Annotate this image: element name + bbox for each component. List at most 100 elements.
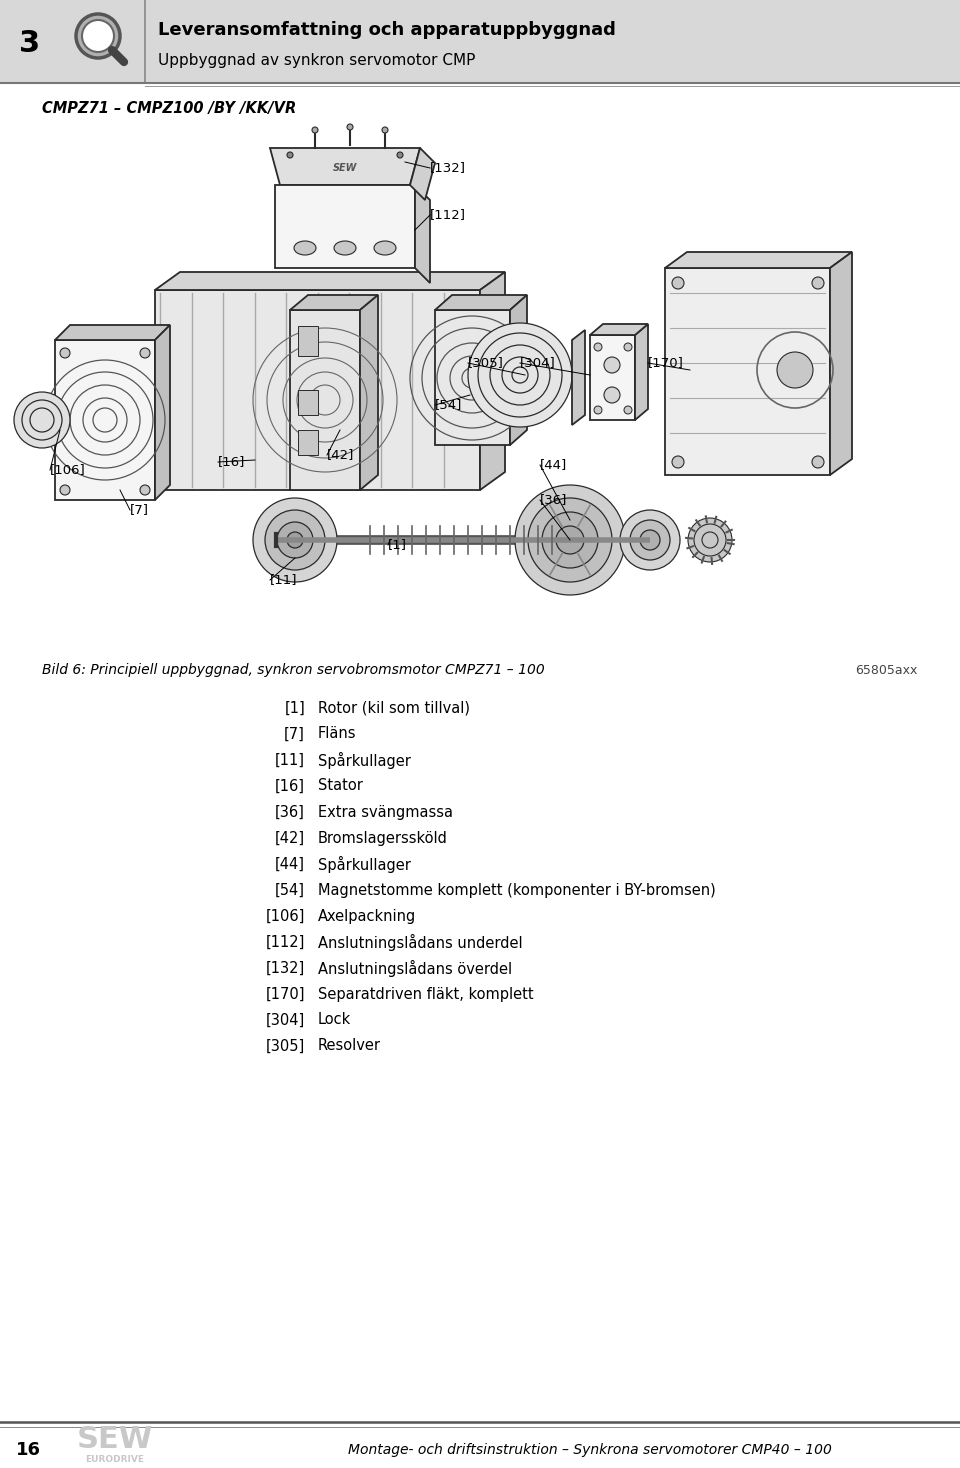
Circle shape [76, 15, 120, 59]
Text: [132]: [132] [266, 960, 305, 976]
Polygon shape [270, 148, 420, 185]
Polygon shape [410, 148, 435, 200]
Ellipse shape [374, 241, 396, 255]
Text: Lock: Lock [318, 1013, 351, 1028]
Circle shape [812, 457, 824, 468]
Polygon shape [510, 295, 527, 445]
Polygon shape [360, 295, 378, 490]
Circle shape [60, 484, 70, 495]
Circle shape [287, 531, 303, 548]
Circle shape [82, 21, 114, 51]
Polygon shape [830, 252, 852, 476]
Circle shape [312, 128, 318, 134]
Text: [132]: [132] [430, 161, 466, 175]
Circle shape [382, 128, 388, 134]
Circle shape [672, 277, 684, 289]
Circle shape [694, 524, 726, 556]
Circle shape [468, 323, 572, 427]
Text: [304]: [304] [520, 357, 556, 370]
Text: [44]: [44] [540, 458, 567, 471]
Circle shape [515, 484, 625, 595]
Text: Bild 6: Principiell uppbyggnad, synkron servobromsmotor CMPZ71 – 100: Bild 6: Principiell uppbyggnad, synkron … [42, 664, 544, 677]
Circle shape [620, 509, 680, 570]
Text: Axelpackning: Axelpackning [318, 909, 417, 923]
Polygon shape [665, 269, 830, 476]
Circle shape [277, 523, 313, 558]
Text: Resolver: Resolver [318, 1038, 381, 1054]
Circle shape [594, 407, 602, 414]
Bar [298, 430, 318, 455]
Text: EURODRIVE: EURODRIVE [85, 1455, 145, 1465]
Polygon shape [635, 324, 648, 420]
Polygon shape [155, 291, 480, 490]
Text: [305]: [305] [266, 1038, 305, 1054]
Text: [16]: [16] [275, 778, 305, 794]
Polygon shape [55, 341, 155, 501]
Text: SEW: SEW [333, 163, 357, 173]
Text: [305]: [305] [468, 357, 504, 370]
Circle shape [542, 512, 598, 568]
Circle shape [604, 388, 620, 404]
Polygon shape [415, 185, 430, 283]
Circle shape [528, 498, 612, 581]
Text: [11]: [11] [270, 574, 298, 587]
Text: [106]: [106] [50, 464, 85, 477]
Circle shape [624, 344, 632, 351]
Polygon shape [590, 335, 635, 420]
Polygon shape [55, 324, 170, 341]
Text: [170]: [170] [266, 986, 305, 1001]
Text: Anslutningslådans underdel: Anslutningslådans underdel [318, 934, 522, 950]
Polygon shape [155, 324, 170, 501]
Text: [16]: [16] [218, 455, 246, 468]
Circle shape [777, 352, 813, 388]
Text: Fläns: Fläns [318, 727, 356, 741]
Circle shape [140, 484, 150, 495]
Polygon shape [435, 310, 510, 445]
Text: [54]: [54] [275, 882, 305, 897]
Circle shape [594, 344, 602, 351]
Text: [112]: [112] [430, 208, 466, 222]
Circle shape [265, 509, 325, 570]
Circle shape [14, 392, 70, 448]
Text: [7]: [7] [284, 727, 305, 741]
Polygon shape [155, 272, 505, 291]
Circle shape [672, 457, 684, 468]
Polygon shape [665, 252, 852, 269]
Polygon shape [480, 272, 505, 490]
Polygon shape [290, 295, 378, 310]
Circle shape [287, 153, 293, 159]
Polygon shape [572, 330, 585, 426]
Text: [112]: [112] [266, 935, 305, 950]
Circle shape [253, 498, 337, 581]
Text: [304]: [304] [266, 1013, 305, 1028]
Text: Separatdriven fläkt, komplett: Separatdriven fläkt, komplett [318, 986, 534, 1001]
Circle shape [556, 526, 584, 553]
Circle shape [688, 518, 732, 562]
Text: Spårkullager: Spårkullager [318, 752, 411, 769]
Text: 16: 16 [15, 1442, 40, 1459]
Circle shape [140, 348, 150, 358]
Circle shape [624, 407, 632, 414]
Text: [42]: [42] [327, 449, 354, 461]
Bar [0, 0, 960, 84]
Text: Magnetstomme komplett (komponenter i BY-bromsen): Magnetstomme komplett (komponenter i BY-… [318, 882, 716, 897]
Circle shape [812, 277, 824, 289]
Text: Spårkullager: Spårkullager [318, 856, 411, 872]
Text: Stator: Stator [318, 778, 363, 794]
Text: Rotor (kil som tillval): Rotor (kil som tillval) [318, 700, 470, 715]
Text: [1]: [1] [388, 539, 407, 552]
Text: Bromslagerssköld: Bromslagerssköld [318, 831, 448, 846]
Text: Uppbyggnad av synkron servomotor CMP: Uppbyggnad av synkron servomotor CMP [158, 53, 475, 68]
Text: [106]: [106] [266, 909, 305, 923]
Text: CMPZ71 – CMPZ100 /BY /KK/VR: CMPZ71 – CMPZ100 /BY /KK/VR [42, 100, 297, 116]
Circle shape [397, 153, 403, 159]
Polygon shape [590, 324, 648, 335]
Ellipse shape [334, 241, 356, 255]
Text: Extra svängmassa: Extra svängmassa [318, 804, 453, 819]
Polygon shape [435, 295, 527, 310]
Text: [44]: [44] [275, 856, 305, 872]
Text: [11]: [11] [275, 753, 305, 768]
Polygon shape [275, 185, 415, 269]
Text: Montage- och driftsinstruktion – Synkrona servomotorer CMP40 – 100: Montage- och driftsinstruktion – Synkron… [348, 1443, 832, 1458]
Text: [170]: [170] [648, 357, 684, 370]
